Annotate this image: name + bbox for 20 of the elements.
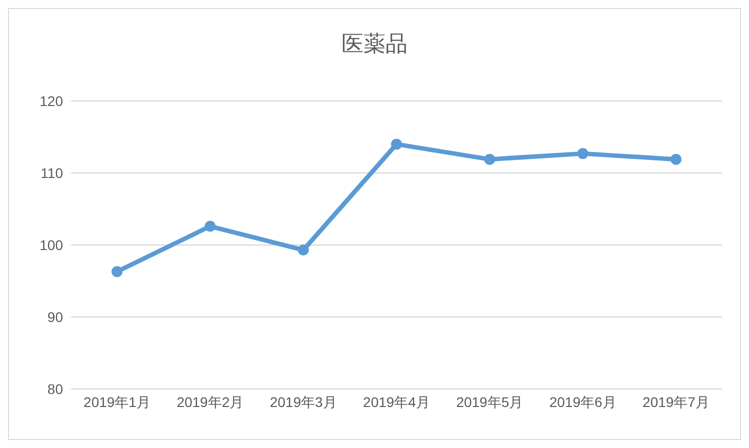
chart-title: 医薬品 [340, 30, 408, 58]
x-tick-label: 2019年5月 [456, 394, 524, 410]
point [484, 154, 496, 165]
point [670, 154, 682, 165]
y-tick-label: 90 [47, 308, 64, 325]
point [577, 148, 588, 160]
point [204, 220, 216, 232]
x-tick-label: 2019年1月 [84, 394, 150, 410]
x-tick-label: 2019年4月 [363, 394, 430, 410]
y-tick-label: 120 [40, 92, 64, 109]
x-tick-label: 2019年6月 [549, 394, 616, 410]
y-tick-label: 110 [40, 164, 64, 181]
point [391, 138, 402, 150]
y-tick-label: 80 [47, 380, 64, 397]
x-tick-label: 2019年3月 [270, 394, 337, 410]
x-tick-label: 2019年7月 [642, 394, 710, 410]
point [112, 266, 122, 278]
x-tick-label: 2019年2月 [176, 394, 244, 410]
point [298, 244, 309, 256]
y-tick-label: 100 [40, 236, 64, 253]
